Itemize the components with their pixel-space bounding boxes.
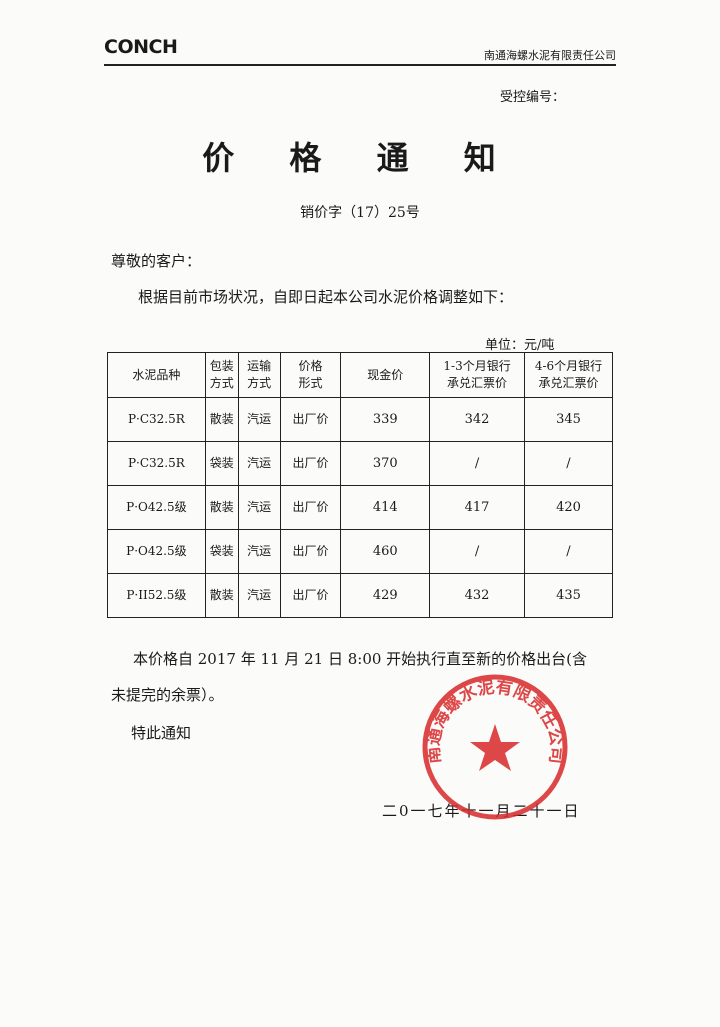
table-cell: 散装 xyxy=(204,573,239,618)
table-cell: 414 xyxy=(340,485,431,530)
company-seal: 南通海螺水泥有限责任公司 xyxy=(422,674,568,820)
table-cell: 460 xyxy=(340,529,431,574)
table-cell: 汽运 xyxy=(237,485,281,530)
table-cell: P·C32.5R xyxy=(107,397,206,442)
table-row: P·O42.5级 散装 汽运 出厂价 414 417 420 xyxy=(107,485,613,530)
column-header-label: 包装方式 xyxy=(209,359,234,390)
table-cell: / xyxy=(429,529,525,574)
table-cell: P·O42.5级 xyxy=(107,485,206,530)
column-header-label: 现金价 xyxy=(367,367,404,382)
table-cell: 出厂价 xyxy=(279,397,342,442)
closing-text: 特此通知 xyxy=(131,724,192,742)
column-header: 水泥品种 xyxy=(107,352,206,398)
table-cell: 432 xyxy=(429,573,525,618)
table-cell: 汽运 xyxy=(237,441,281,486)
table-cell: / xyxy=(524,441,613,486)
column-header-label: 运输方式 xyxy=(247,359,272,390)
table-cell: 420 xyxy=(524,485,613,530)
control-number-label: 受控编号： xyxy=(500,90,566,105)
table-cell: 出厂价 xyxy=(279,485,342,530)
column-header: 现金价 xyxy=(340,352,431,398)
column-header: 价格形式 xyxy=(279,352,342,398)
table-cell: P·II52.5级 xyxy=(107,573,206,618)
table-cell: 417 xyxy=(429,485,525,530)
table-cell: 汽运 xyxy=(237,397,281,442)
column-header-label: 价格形式 xyxy=(298,359,323,390)
table-cell: 散装 xyxy=(204,397,239,442)
table-cell: P·C32.5R xyxy=(107,441,206,486)
table-row: P·O42.5级 袋装 汽运 出厂价 460// xyxy=(107,529,613,574)
effective-text-cont: 未提完的余票）。 xyxy=(111,686,224,704)
company-name: 南通海螺水泥有限责任公司 xyxy=(484,49,616,62)
column-header-label: 1-3个月银行承兑汇票价 xyxy=(443,359,511,390)
document-title: 价 格 通 知 xyxy=(202,139,518,177)
column-header: 运输方式 xyxy=(237,352,281,398)
intro-text: 根据目前市场状况，自即日起本公司水泥价格调整如下： xyxy=(138,288,514,306)
table-cell: 370 xyxy=(340,441,431,486)
table-cell: 汽运 xyxy=(237,573,281,618)
table-row: P·C32.5R 散装 汽运 出厂价 339 342 345 xyxy=(107,397,613,442)
document-number: 销价字（17）25号 xyxy=(300,205,420,221)
table-row: P·II52.5级 散装 汽运 出厂价 429 432 435 xyxy=(107,573,613,618)
table-cell: 出厂价 xyxy=(279,573,342,618)
greeting: 尊敬的客户： xyxy=(111,252,202,270)
table-cell: 出厂价 xyxy=(279,529,342,574)
table-cell: 339 xyxy=(340,397,431,442)
table-cell: 出厂价 xyxy=(279,441,342,486)
table-cell: / xyxy=(429,441,525,486)
column-header: 包装方式 xyxy=(204,352,239,398)
column-header-label: 水泥品种 xyxy=(132,367,181,382)
table-cell: P·O42.5级 xyxy=(107,529,206,574)
table-cell: 429 xyxy=(340,573,431,618)
price-table: 水泥品种 包装方式 运输方式 价格形式 现金价 1-3个月银行承兑汇票价 4-6个月银行承兑… xyxy=(107,352,613,618)
column-header: 1-3个月银行承兑汇票价 xyxy=(429,352,525,398)
table-cell: 342 xyxy=(429,397,525,442)
table-cell: 汽运 xyxy=(237,529,281,574)
table-cell: 袋装 xyxy=(204,529,239,574)
effective-text: 本价格自 2017 年 11 月 21 日 8:00 开始执行直至新的价格出台(… xyxy=(133,650,588,668)
header-divider xyxy=(104,64,616,66)
table-cell: 袋装 xyxy=(204,441,239,486)
unit-label: 单位：元/吨 xyxy=(485,338,555,353)
column-header-label: 4-6个月银行承兑汇票价 xyxy=(534,359,603,390)
table-row: P·C32.5R 袋装 汽运 出厂价 370// xyxy=(107,441,613,486)
column-header: 4-6个月银行承兑汇票价 xyxy=(524,352,613,398)
conch-logo: CONCH xyxy=(104,36,178,58)
table-cell: 345 xyxy=(524,397,613,442)
table-cell: / xyxy=(524,529,613,574)
table-cell: 435 xyxy=(524,573,613,618)
table-cell: 散装 xyxy=(204,485,239,530)
